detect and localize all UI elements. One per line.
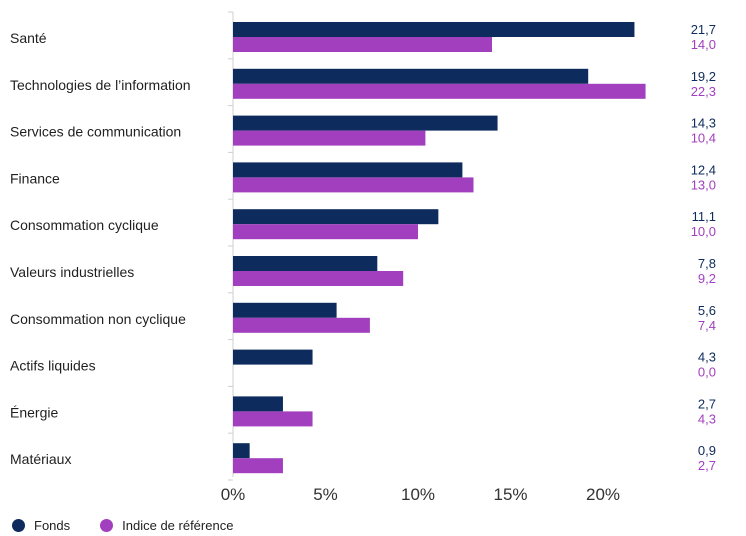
bar-indice — [233, 271, 404, 286]
category-label: Technologies de l’information — [10, 77, 191, 93]
category-label: Valeurs industrielles — [10, 264, 134, 280]
legend: Fonds Indice de référence — [12, 518, 263, 533]
legend-label-fonds: Fonds — [34, 518, 71, 533]
category-label: Finance — [10, 170, 60, 186]
bar-indice — [233, 37, 492, 52]
value-label: 10,4 — [691, 131, 716, 146]
category-label: Consommation non cyclique — [10, 311, 186, 327]
category-label: Énergie — [10, 404, 58, 420]
bar-indice — [233, 458, 283, 474]
value-label: 5,6 — [698, 303, 716, 318]
bars — [233, 22, 646, 474]
x-tick-label: 10% — [401, 485, 435, 504]
bar-fonds — [233, 68, 589, 84]
value-labels: 21,714,0 19,222,3 14,310,4 12,413,0 11,110,0… — [691, 22, 716, 473]
bar-fonds — [233, 22, 635, 37]
x-tick-label: 0% — [221, 485, 246, 504]
x-axis-tick-labels: 0% 5% 10% 15% 20% — [221, 485, 620, 504]
legend-item-fonds: Fonds — [12, 518, 70, 533]
legend-label-indice: Indice de référence — [122, 518, 234, 533]
bar-indice — [233, 83, 646, 99]
value-label: 21,7 — [691, 22, 716, 37]
value-label: 14,3 — [691, 116, 716, 131]
category-label: Santé — [10, 30, 47, 46]
value-label: 22,3 — [691, 84, 716, 99]
value-label: 13,0 — [691, 177, 716, 192]
value-label: 0,9 — [698, 443, 716, 458]
value-label: 11,1 — [692, 209, 716, 224]
bar-fonds — [233, 349, 313, 365]
bar-chart: Santé Technologies de l’information Servic… — [10, 11, 716, 504]
value-label: 19,2 — [691, 69, 716, 84]
value-label: 0,0 — [698, 365, 716, 380]
value-label: 2,7 — [698, 396, 716, 411]
bar-indice — [233, 224, 418, 240]
bar-fonds — [233, 302, 337, 318]
bar-fonds — [233, 209, 439, 225]
category-label: Actifs liquides — [10, 358, 96, 374]
x-tick-label: 20% — [586, 485, 620, 504]
bar-indice — [233, 317, 370, 333]
category-label: Consommation cyclique — [10, 217, 159, 233]
bar-fonds — [233, 115, 498, 131]
bar-indice — [233, 177, 474, 193]
value-label: 4,3 — [698, 350, 716, 365]
category-label: Services de communication — [10, 124, 181, 140]
legend-swatch-indice — [100, 519, 114, 532]
category-labels: Santé Technologies de l’information Servic… — [10, 30, 191, 467]
value-label: 2,7 — [698, 458, 716, 473]
value-label: 10,0 — [691, 224, 716, 239]
value-label: 9,2 — [698, 271, 716, 286]
value-label: 4,3 — [698, 411, 716, 426]
value-label: 12,4 — [691, 162, 716, 177]
value-label: 7,4 — [698, 318, 716, 333]
y-axis-ticks — [228, 11, 233, 481]
bar-fonds — [233, 396, 283, 412]
value-label: 7,8 — [698, 256, 716, 271]
x-tick-label: 15% — [493, 485, 527, 504]
bar-fonds — [233, 256, 378, 271]
bar-fonds — [233, 443, 250, 459]
bar-fonds — [233, 162, 463, 178]
legend-swatch-fonds — [12, 519, 25, 532]
category-label: Matériaux — [10, 451, 71, 467]
legend-item-indice: Indice de référence — [100, 518, 233, 533]
value-label: 14,0 — [691, 37, 716, 52]
bar-indice — [233, 130, 426, 146]
bar-indice — [233, 411, 313, 427]
x-tick-label: 5% — [313, 485, 338, 504]
